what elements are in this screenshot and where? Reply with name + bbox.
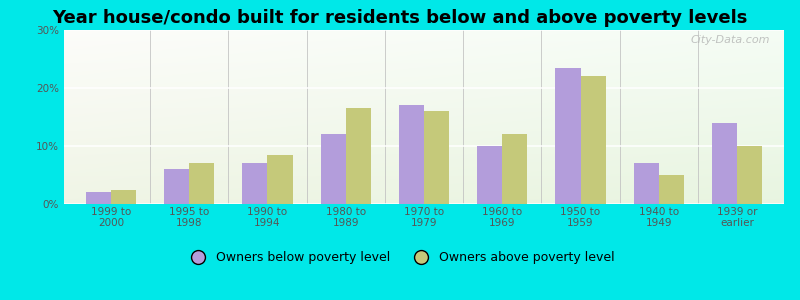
Bar (190, 164, 214, 204)
Bar (164, 169, 190, 204)
Bar (712, 123, 737, 204)
Bar (502, 134, 527, 204)
Bar (581, 76, 606, 204)
Bar (634, 164, 658, 204)
Bar (399, 105, 424, 204)
Bar (242, 164, 267, 204)
Bar (267, 155, 293, 204)
Bar (346, 108, 370, 204)
Text: Year house/condo built for residents below and above poverty levels: Year house/condo built for residents bel… (52, 9, 748, 27)
Bar (86, 192, 111, 204)
Bar (111, 190, 136, 204)
Bar (321, 134, 346, 204)
Bar (478, 146, 502, 204)
Bar (555, 68, 581, 204)
Legend: Owners below poverty level, Owners above poverty level: Owners below poverty level, Owners above… (181, 247, 619, 269)
Text: City-Data.com: City-Data.com (690, 35, 770, 45)
Bar (658, 175, 684, 204)
Bar (737, 146, 762, 204)
Bar (424, 111, 449, 204)
